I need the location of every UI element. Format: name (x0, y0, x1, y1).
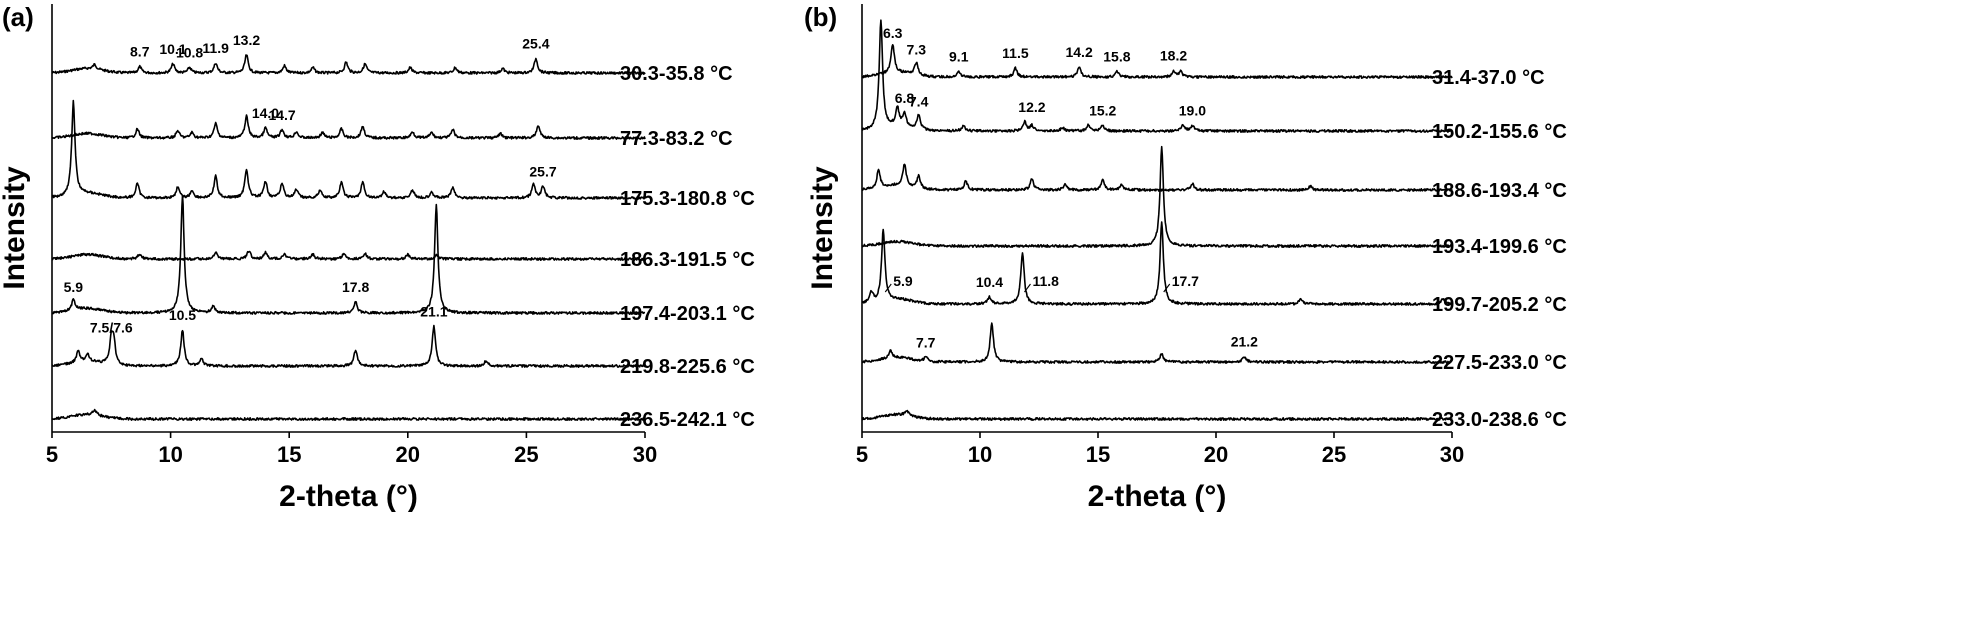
peak-leader (1163, 283, 1171, 293)
x-tick-label: 15 (277, 442, 301, 467)
series-4: 199.7-205.2 °C 5.9 10.4 11.8 17.7 (861, 221, 1567, 316)
series-5: 227.5-233.0 °C 7.7 21.2 (861, 322, 1567, 374)
series-6: 233.0-238.6 °C (861, 409, 1567, 431)
panel-b: (b) 5 10 15 20 25 30 2-theta (°) Intensity 31.4-3… (804, 2, 1567, 513)
series-0: 31.4-37.0 °C 6.37.3 9.1 11.5 14.2 15.8 18.2 (861, 25, 1545, 89)
series-label: 233.0-238.6 °C (1432, 409, 1567, 431)
x-axis-title: 2-theta (°) (1088, 480, 1227, 513)
peak-label: 6.8 (895, 90, 915, 106)
peak-label: 11.8 (1032, 273, 1059, 289)
series-trace (861, 145, 1453, 248)
series-trace (861, 322, 1453, 364)
series-label: 150.2-155.6 °C (1432, 121, 1567, 143)
peak-label: 7.7 (916, 335, 936, 351)
x-tick-label: 30 (1440, 442, 1464, 467)
peak-label: 5.9 (64, 279, 84, 295)
series-3: 193.4-199.6 °C (861, 145, 1567, 258)
peak-label: 10.8 (176, 45, 203, 61)
series-label: 188.6-193.4 °C (1432, 180, 1567, 202)
peak-label: 7.3 (907, 41, 927, 57)
series-1: 77.3-83.2 °C 14.014.7 (51, 105, 733, 150)
peak-leader (884, 283, 892, 293)
x-tick-label: 20 (1204, 442, 1228, 467)
series-trace (861, 409, 1453, 421)
y-axis-title: Intensity (806, 166, 839, 290)
series-label: 199.7-205.2 °C (1432, 294, 1567, 316)
peak-label: 9.1 (949, 49, 969, 65)
peak-label: 6.3 (883, 25, 903, 41)
series-trace (861, 44, 1453, 79)
peak-label: 13.2 (233, 32, 260, 48)
peak-label: 10.1 (159, 41, 186, 57)
series-trace (861, 163, 1453, 192)
peak-leader (1024, 283, 1031, 293)
panel-label: (b) (804, 2, 837, 32)
series-trace (51, 250, 646, 261)
x-tick-label: 10 (158, 442, 182, 467)
y-axis-title: Intensity (0, 166, 31, 290)
peak-label: 11.5 (1002, 45, 1029, 61)
peak-label: 17.7 (1172, 273, 1199, 289)
series-trace (861, 221, 1453, 306)
series-label: 236.5-242.1 °C (620, 409, 755, 431)
series-label: 197.4-203.1 °C (620, 303, 755, 325)
peak-label: 15.2 (1089, 103, 1116, 119)
peak-label: 8.7 (130, 44, 150, 60)
peak-label: 19.0 (1179, 103, 1206, 119)
x-tick-label: 30 (633, 442, 657, 467)
series-trace (51, 114, 646, 140)
peak-label: 5.9 (893, 273, 913, 289)
series-4: 197.4-203.1 °C 5.9 17.8 (51, 194, 755, 325)
peak-label: 14.0 (252, 105, 279, 121)
series-label: 77.3-83.2 °C (620, 128, 733, 150)
series-label: 175.3-180.8 °C (620, 188, 755, 210)
x-axis-title: 2-theta (°) (279, 480, 418, 513)
series-3: 186.3-191.5 °C (51, 249, 755, 271)
x-tick-label: 25 (1322, 442, 1346, 467)
series-1: 150.2-155.6 °C 6.87.4 12.2 15.2 19.0 (861, 19, 1567, 143)
series-trace (51, 324, 646, 368)
series-label: 193.4-199.6 °C (1432, 236, 1567, 258)
series-label: 30.3-35.8 °C (620, 63, 733, 85)
x-tick-label: 5 (46, 442, 58, 467)
x-tick-label: 15 (1086, 442, 1110, 467)
peak-label: 12.2 (1018, 99, 1045, 115)
series-label: 31.4-37.0 °C (1432, 67, 1545, 89)
peak-label: 10.4 (976, 274, 1003, 290)
peak-label: 18.2 (1160, 48, 1187, 64)
panel-label: (a) (2, 2, 34, 32)
panel-a: (a) 5 10 15 20 25 30 2-theta (°) Intensity 30.3-3… (0, 2, 755, 513)
peak-label: 14.7 (268, 107, 295, 123)
series-label: 219.8-225.6 °C (620, 356, 755, 378)
series-trace (51, 194, 646, 315)
series-6: 236.5-242.1 °C (51, 408, 755, 431)
peak-label: 10.5 (169, 307, 196, 323)
peak-label: 7.5/7.6 (90, 320, 133, 336)
series-trace (51, 54, 646, 75)
series-label: 227.5-233.0 °C (1432, 352, 1567, 374)
series-2: 188.6-193.4 °C (861, 163, 1567, 202)
x-tick-label: 25 (514, 442, 538, 467)
x-tick-label: 10 (968, 442, 992, 467)
series-5: 219.8-225.6 °C 7.5/7.6 10.5 21.1 (51, 303, 755, 378)
peak-label: 21.2 (1231, 334, 1258, 350)
x-tick-label: 5 (856, 442, 868, 467)
peak-label: 7.4 (909, 94, 929, 110)
peak-label: 15.8 (1103, 49, 1130, 65)
series-2: 175.3-180.8 °C 25.7 (51, 99, 755, 210)
peak-label: 25.4 (522, 36, 549, 52)
peak-label: 21.1 (420, 303, 447, 319)
series-0: 30.3-35.8 °C 8.7 10.110.8 11.913.2 25.4 (51, 32, 733, 85)
series-trace (861, 19, 1453, 133)
series-trace (51, 408, 646, 421)
series-trace (51, 99, 646, 200)
peak-label: 14.2 (1065, 44, 1092, 60)
x-tick-label: 20 (396, 442, 420, 467)
peak-label: 25.7 (529, 163, 556, 179)
peak-label: 17.8 (342, 279, 369, 295)
series-label: 186.3-191.5 °C (620, 249, 755, 271)
peak-label: 11.9 (202, 40, 229, 56)
